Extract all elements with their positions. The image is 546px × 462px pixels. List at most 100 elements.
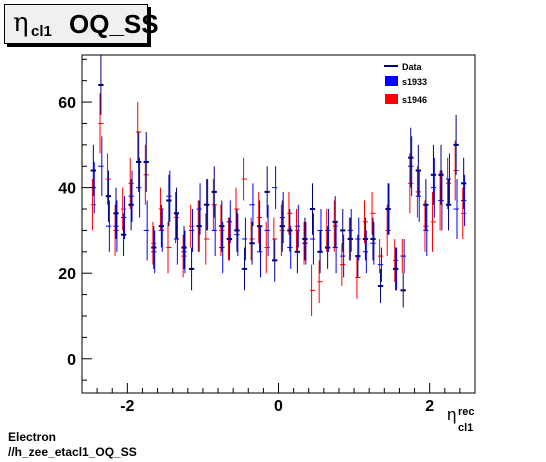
point-data [370, 217, 376, 261]
point-s1933 [400, 238, 406, 274]
point-s1946 [188, 204, 195, 248]
point-s1946 [377, 238, 384, 274]
point-data [98, 55, 104, 115]
footer-histogram-path: //h_zee_etacl1_OQ_SS [8, 445, 137, 459]
point-data [264, 166, 270, 218]
legend-s1946-box [385, 94, 398, 104]
point-data [241, 247, 248, 291]
point-data [219, 200, 225, 252]
point-s1946 [430, 191, 437, 252]
legend-s1933-box [385, 76, 398, 86]
point-data [340, 209, 346, 252]
point-s1946 [166, 221, 172, 274]
point-data [188, 247, 195, 291]
point-s1933 [241, 217, 248, 261]
point-data [438, 144, 444, 205]
point-s1946 [317, 260, 323, 304]
y-tick-label: 60 [58, 95, 76, 112]
point-s1933 [294, 204, 301, 248]
point-data [423, 179, 429, 231]
point-data [408, 127, 414, 188]
point-data [324, 226, 331, 269]
title-symbol: η [13, 8, 29, 38]
y-tick-label: 0 [67, 352, 76, 369]
point-data [355, 234, 361, 278]
point-data [136, 132, 142, 192]
point-data [256, 200, 263, 252]
point-data [332, 196, 338, 248]
point-s1946 [264, 221, 270, 274]
point-data [385, 183, 391, 235]
point-data [279, 200, 285, 252]
point-data [302, 217, 308, 261]
point-s1946 [120, 187, 127, 231]
point-data [347, 217, 353, 261]
plot-frame [81, 54, 476, 394]
point-s1946 [461, 187, 467, 239]
y-tick-label: 20 [58, 266, 76, 283]
point-s1933 [188, 209, 195, 252]
title-subscript: cl1 [31, 23, 52, 40]
point-data [415, 144, 421, 197]
point-data [211, 166, 217, 218]
point-data [445, 179, 452, 231]
point-data [400, 273, 406, 308]
title-box: η cl1 OQ_SS [4, 4, 159, 44]
point-data [105, 170, 112, 222]
x-axis-label-sup: rec [458, 406, 475, 418]
point-s1946 [241, 157, 248, 201]
point-data [362, 217, 369, 261]
point-data [181, 226, 187, 269]
point-s1933 [264, 204, 270, 257]
point-s1946 [370, 191, 376, 235]
point-s1933 [453, 179, 459, 239]
x-tick-label: 0 [274, 398, 283, 415]
series-s1933 [90, 136, 467, 291]
x-axis-label-sub: cl1 [458, 422, 473, 434]
x-axis-label-symbol: η [447, 405, 456, 424]
point-data [151, 226, 157, 269]
x-tick-label: 2 [425, 398, 434, 415]
point-data [166, 174, 172, 227]
point-data [113, 187, 119, 239]
legend: Data s1933 s1946 [384, 62, 427, 105]
x-tick-label: -2 [120, 398, 134, 415]
footer-label: Electron [8, 430, 57, 444]
point-s1933 [249, 183, 255, 227]
title-text: OQ_SS [69, 9, 159, 39]
point-data [249, 221, 255, 265]
point-data [226, 217, 233, 261]
point-data [173, 187, 180, 239]
legend-label-s1933: s1933 [402, 77, 427, 87]
point-data [120, 213, 127, 257]
point-data [128, 179, 134, 231]
point-s1946 [204, 213, 210, 265]
point-s1946 [340, 243, 346, 287]
point-data [377, 268, 384, 304]
point-data [196, 200, 202, 252]
point-data [309, 183, 316, 235]
point-data [294, 230, 301, 274]
point-data [143, 132, 149, 192]
point-s1933 [105, 200, 112, 252]
point-s1933 [143, 200, 149, 261]
point-s1933 [309, 213, 316, 265]
point-s1933 [272, 166, 278, 210]
point-data [392, 247, 399, 291]
point-data [204, 179, 210, 231]
point-data [430, 144, 437, 205]
series-data [90, 55, 467, 308]
point-s1946 [98, 93, 104, 154]
point-data [158, 204, 165, 248]
x-axis-label: η rec cl1 [447, 405, 475, 434]
point-data [461, 157, 467, 210]
point-s1946 [309, 264, 316, 316]
point-data [453, 114, 459, 175]
y-tick-label: 40 [58, 181, 76, 198]
legend-label-s1946: s1946 [402, 95, 427, 105]
point-data [272, 238, 278, 282]
series-layer [90, 55, 467, 316]
point-s1933 [340, 234, 346, 278]
